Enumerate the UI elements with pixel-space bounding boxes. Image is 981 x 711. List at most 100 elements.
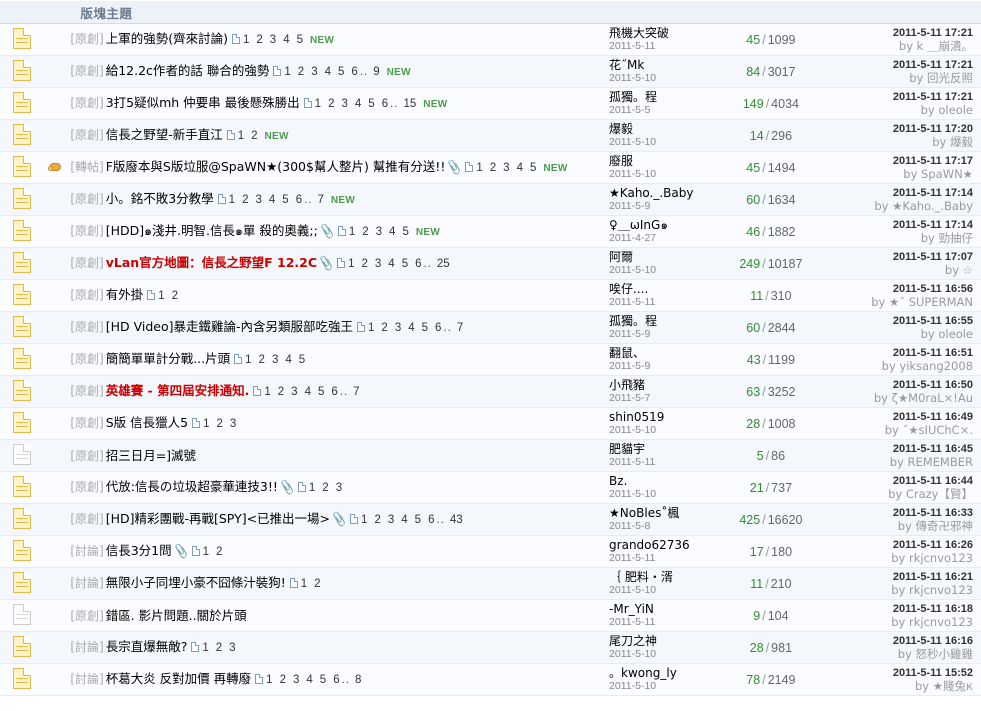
last-post-time[interactable]: 2011-5-11 16:55: [892, 315, 973, 327]
page-link[interactable]: 1: [308, 482, 316, 495]
page-link[interactable]: 2: [374, 514, 381, 527]
page-link[interactable]: 2: [362, 226, 369, 239]
page-link[interactable]: 6: [333, 674, 340, 687]
page-link[interactable]: 5: [319, 674, 327, 687]
page-link[interactable]: 15: [403, 98, 417, 111]
thread-title-link[interactable]: 簡簡單單計分戰...片頭: [105, 351, 231, 367]
page-link[interactable]: 2: [361, 258, 368, 271]
last-post-author[interactable]: by 爆毅: [932, 135, 973, 149]
last-post-author[interactable]: by ★賤兔к: [914, 679, 973, 693]
page-link[interactable]: 1: [348, 226, 356, 239]
author-link[interactable]: 肥貓宇: [609, 442, 646, 456]
page-link[interactable]: 6: [295, 194, 303, 207]
page-link[interactable]: 5: [529, 162, 537, 175]
table-row[interactable]: [原創] 錯區. 影片問題..關於片頭 -Mr_YiN 2011-5-11 9/104 2…: [0, 599, 981, 632]
author-link[interactable]: 小飛豬: [609, 378, 646, 392]
table-row[interactable]: [原創] [HD Video]暴走鐵雞論-內含另類服部吃強王 1 2 3 4 5 6.. 7 孤獨…: [0, 311, 981, 344]
last-post-time[interactable]: 2011-5-11 16:21: [892, 571, 973, 583]
thread-title-link[interactable]: 英雄賽 - 第四屆安排通知.: [105, 383, 250, 399]
page-link[interactable]: 2: [242, 194, 249, 207]
author-link[interactable]: ★Kaho._.Baby: [609, 186, 694, 200]
page-link[interactable]: 2: [277, 386, 285, 399]
author-link[interactable]: 爆毅: [609, 122, 634, 136]
page-link[interactable]: 1: [284, 66, 291, 79]
author-link[interactable]: shin0519: [609, 410, 665, 424]
page-link[interactable]: 2: [215, 642, 223, 655]
page-link[interactable]: 5: [298, 354, 306, 367]
page-link[interactable]: 4: [354, 98, 362, 111]
table-row[interactable]: [原創] 招三日月=]滅號 肥貓宇 2011-5-11 5/86 2011-5-11 16…: [0, 439, 981, 472]
last-post-time[interactable]: 2011-5-11 17:14: [892, 219, 973, 231]
page-link[interactable]: 4: [388, 258, 395, 271]
page-link[interactable]: 1: [361, 514, 368, 527]
page-link[interactable]: 4: [283, 34, 290, 47]
page-link[interactable]: 3: [341, 98, 348, 111]
thread-title-link[interactable]: S版 信長獵人5: [105, 415, 189, 431]
page-link[interactable]: 2: [256, 34, 263, 47]
page-link[interactable]: 2: [216, 546, 223, 559]
last-post-time[interactable]: 2011-5-11 16:16: [892, 635, 973, 647]
page-link[interactable]: 3: [229, 642, 236, 655]
last-post-author[interactable]: by 怒秒小雞雞: [897, 647, 973, 661]
table-row[interactable]: [原創] 信長之野望-新手直江 1 2 NEW 爆毅 2011-5-10 14/296 2011…: [0, 119, 981, 152]
last-post-author[interactable]: by ★˝ SUPERMAN: [871, 295, 973, 309]
page-link[interactable]: 3: [394, 322, 402, 335]
last-post-author[interactable]: by yiksang2008: [881, 359, 973, 373]
page-link[interactable]: 6: [428, 514, 435, 527]
table-row[interactable]: [原創] S版 信長獵人5 1 2 3 shin0519 2011-5-10 28/1008 2…: [0, 407, 981, 440]
page-link[interactable]: 4: [389, 226, 396, 239]
author-link[interactable]: 花˝Mk: [609, 58, 645, 72]
thread-title-link[interactable]: [HD]精彩團戰-再戰[SPY]<已推出一場>: [105, 511, 331, 527]
page-link[interactable]: 1: [245, 354, 252, 367]
last-post-time[interactable]: 2011-5-11 15:52: [892, 667, 973, 679]
page-link[interactable]: 2: [251, 130, 258, 143]
table-row[interactable]: [原創] [HDD]๑淺井.明智.信長๑單 殺的奧義;;📎 1 2 3 4 5 NEW ♀＿ωI…: [0, 215, 981, 248]
thread-title-link[interactable]: 信長3分1問: [105, 543, 172, 559]
thread-title-link[interactable]: 代放:信長の垃圾超豪華連技3!!: [105, 479, 278, 495]
table-row[interactable]: [原創] 英雄賽 - 第四屆安排通知. 1 2 3 4 5 6.. 7 小飛豬 2011-5-7 63…: [0, 375, 981, 408]
author-link[interactable]: 阿爾: [609, 250, 634, 264]
page-link[interactable]: 4: [285, 354, 292, 367]
page-link[interactable]: 3: [292, 674, 300, 687]
page-link[interactable]: 1: [242, 34, 250, 47]
thread-title-link[interactable]: 給12.2c作者的話 聯合的強勢: [105, 63, 270, 79]
thread-title-link[interactable]: 杯葛大炎 反對加價 再轉廢: [105, 671, 252, 687]
page-link[interactable]: 3: [374, 258, 382, 271]
last-post-author[interactable]: by 勁抽仔: [920, 231, 973, 245]
thread-title-link[interactable]: 上軍的強勢(齊來討論): [105, 31, 228, 47]
page-link[interactable]: 3: [503, 162, 510, 175]
page-link[interactable]: 5: [296, 34, 303, 47]
page-link[interactable]: 5: [402, 226, 409, 239]
page-link[interactable]: 1: [368, 322, 375, 335]
table-row[interactable]: [原創] 有外掛 1 2 唉仔.... 2011-5-11 11/310 2011-5-11 …: [0, 279, 981, 312]
last-post-time[interactable]: 2011-5-11 16:51: [892, 347, 973, 359]
last-post-time[interactable]: 2011-5-11 17:07: [892, 251, 973, 263]
thread-title-link[interactable]: vLan官方地圖：信長之野望F 12.2C: [105, 255, 318, 271]
page-link[interactable]: 1: [300, 578, 308, 591]
page-link[interactable]: 6: [331, 386, 338, 399]
table-row[interactable]: [討論] 長宗直爆無敵? 1 2 3 尾刀之神 2011-5-10 28/981 2011-5-…: [0, 631, 981, 664]
page-link[interactable]: 5: [282, 194, 289, 207]
author-link[interactable]: 。kwong_ly: [609, 666, 677, 680]
page-link[interactable]: 1: [202, 546, 210, 559]
thread-title-link[interactable]: 3打5疑似mh 仲要串 最後懸殊勝出: [105, 95, 300, 111]
author-link[interactable]: ♀＿ωInG๑: [609, 218, 668, 232]
page-link[interactable]: 3: [291, 386, 298, 399]
last-post-author[interactable]: by ζ★M0raL×!Au: [873, 391, 973, 405]
page-link[interactable]: 6: [435, 322, 442, 335]
last-post-time[interactable]: 2011-5-11 16:26: [892, 539, 973, 551]
last-post-time[interactable]: 2011-5-11 16:18: [892, 603, 973, 615]
page-link[interactable]: 2: [381, 322, 388, 335]
page-link[interactable]: 7: [317, 194, 324, 207]
last-post-author[interactable]: by oleole: [920, 103, 973, 117]
last-post-time[interactable]: 2011-5-11 17:20: [892, 123, 973, 135]
author-link[interactable]: 飛機大突破: [609, 26, 670, 40]
author-link[interactable]: ★NoBles˚楓: [609, 506, 680, 520]
last-post-author[interactable]: by ★Kaho._.Baby: [874, 199, 973, 213]
page-link[interactable]: 3: [255, 194, 262, 207]
page-link[interactable]: 1: [203, 418, 210, 431]
page-link[interactable]: 2: [171, 290, 179, 303]
page-link[interactable]: 1: [314, 98, 322, 111]
last-post-time[interactable]: 2011-5-11 16:49: [892, 411, 973, 423]
page-link[interactable]: 7: [353, 386, 360, 399]
